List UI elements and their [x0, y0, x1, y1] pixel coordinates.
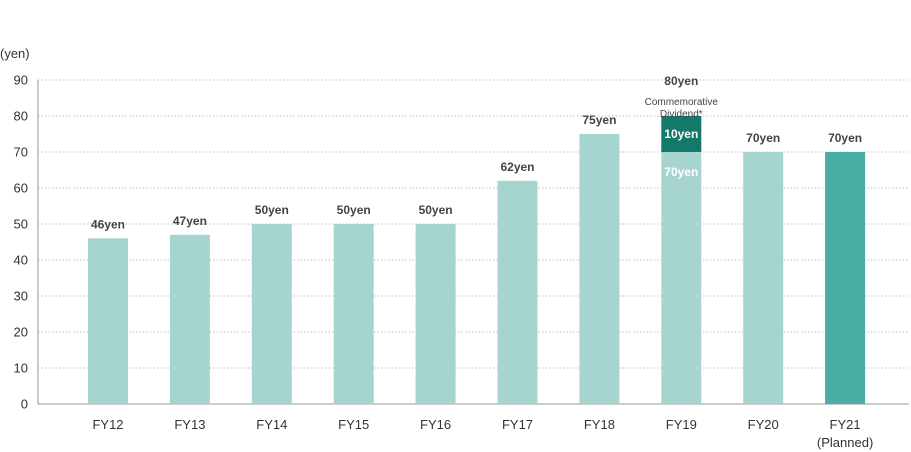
- y-tick-label: 0: [21, 397, 28, 412]
- bar-fy16: [415, 224, 456, 404]
- bar-fy19: [661, 152, 702, 404]
- data-label-total: 80yen: [664, 74, 698, 88]
- commemorative-segment-label: 10yen: [664, 127, 698, 141]
- data-label: 50yen: [255, 203, 289, 217]
- y-tick-label: 50: [14, 217, 28, 232]
- data-label: 46yen: [91, 217, 125, 231]
- x-category-label: FY13: [174, 417, 205, 432]
- bar-fy21: [825, 152, 866, 404]
- y-unit-label: (yen): [0, 46, 30, 61]
- y-tick-label: 70: [14, 145, 28, 160]
- commemorative-note-line1: Commemorative: [645, 97, 719, 108]
- x-category-label: FY14: [256, 417, 287, 432]
- y-axis-ticks: 0 10 20 30 40 50 60 70 80 90: [14, 73, 28, 412]
- y-tick-label: 40: [14, 253, 28, 268]
- bar-fy17: [497, 180, 538, 404]
- data-label: 47yen: [173, 214, 207, 228]
- x-category-label: FY16: [420, 417, 451, 432]
- y-tick-label: 90: [14, 73, 28, 88]
- commemorative-note-line2: Dividend*: [660, 109, 703, 120]
- bar-fy14: [251, 224, 292, 404]
- y-tick-label: 80: [14, 109, 28, 124]
- x-category-label: FY18: [584, 417, 615, 432]
- bar-fy13: [169, 234, 210, 404]
- ordinary-segment-label: 70yen: [664, 165, 698, 179]
- bar-fy18: [579, 134, 620, 404]
- data-label: 70yen: [828, 131, 862, 145]
- x-category-label: FY17: [502, 417, 533, 432]
- y-tick-label: 30: [14, 289, 28, 304]
- x-category-label: FY20: [748, 417, 779, 432]
- data-label: 70yen: [746, 131, 780, 145]
- data-label: 62yen: [500, 160, 534, 174]
- bars: [88, 116, 866, 404]
- bar-fy15: [333, 224, 374, 404]
- bar-fy20: [743, 152, 784, 404]
- y-tick-label: 20: [14, 325, 28, 340]
- y-tick-label: 60: [14, 181, 28, 196]
- x-category-label: FY15: [338, 417, 369, 432]
- data-label: 50yen: [337, 203, 371, 217]
- data-labels: 46yen 47yen 50yen 50yen 50yen 62yen 75yen 70yen…: [91, 74, 862, 231]
- data-label: 50yen: [419, 203, 453, 217]
- bar-fy12: [88, 238, 128, 404]
- x-category-label: FY21: [830, 417, 861, 432]
- data-label: 75yen: [582, 113, 616, 127]
- x-category-label: FY19: [666, 417, 697, 432]
- x-category-label: FY12: [92, 417, 123, 432]
- bar-commemorative-segment: [661, 116, 702, 152]
- x-category-sublabel: (Planned): [817, 435, 873, 450]
- x-axis-categories: FY12 FY13 FY14 FY15 FY16 FY17 FY18 FY19 FY20 FY21…: [92, 417, 873, 450]
- y-tick-label: 10: [14, 361, 28, 376]
